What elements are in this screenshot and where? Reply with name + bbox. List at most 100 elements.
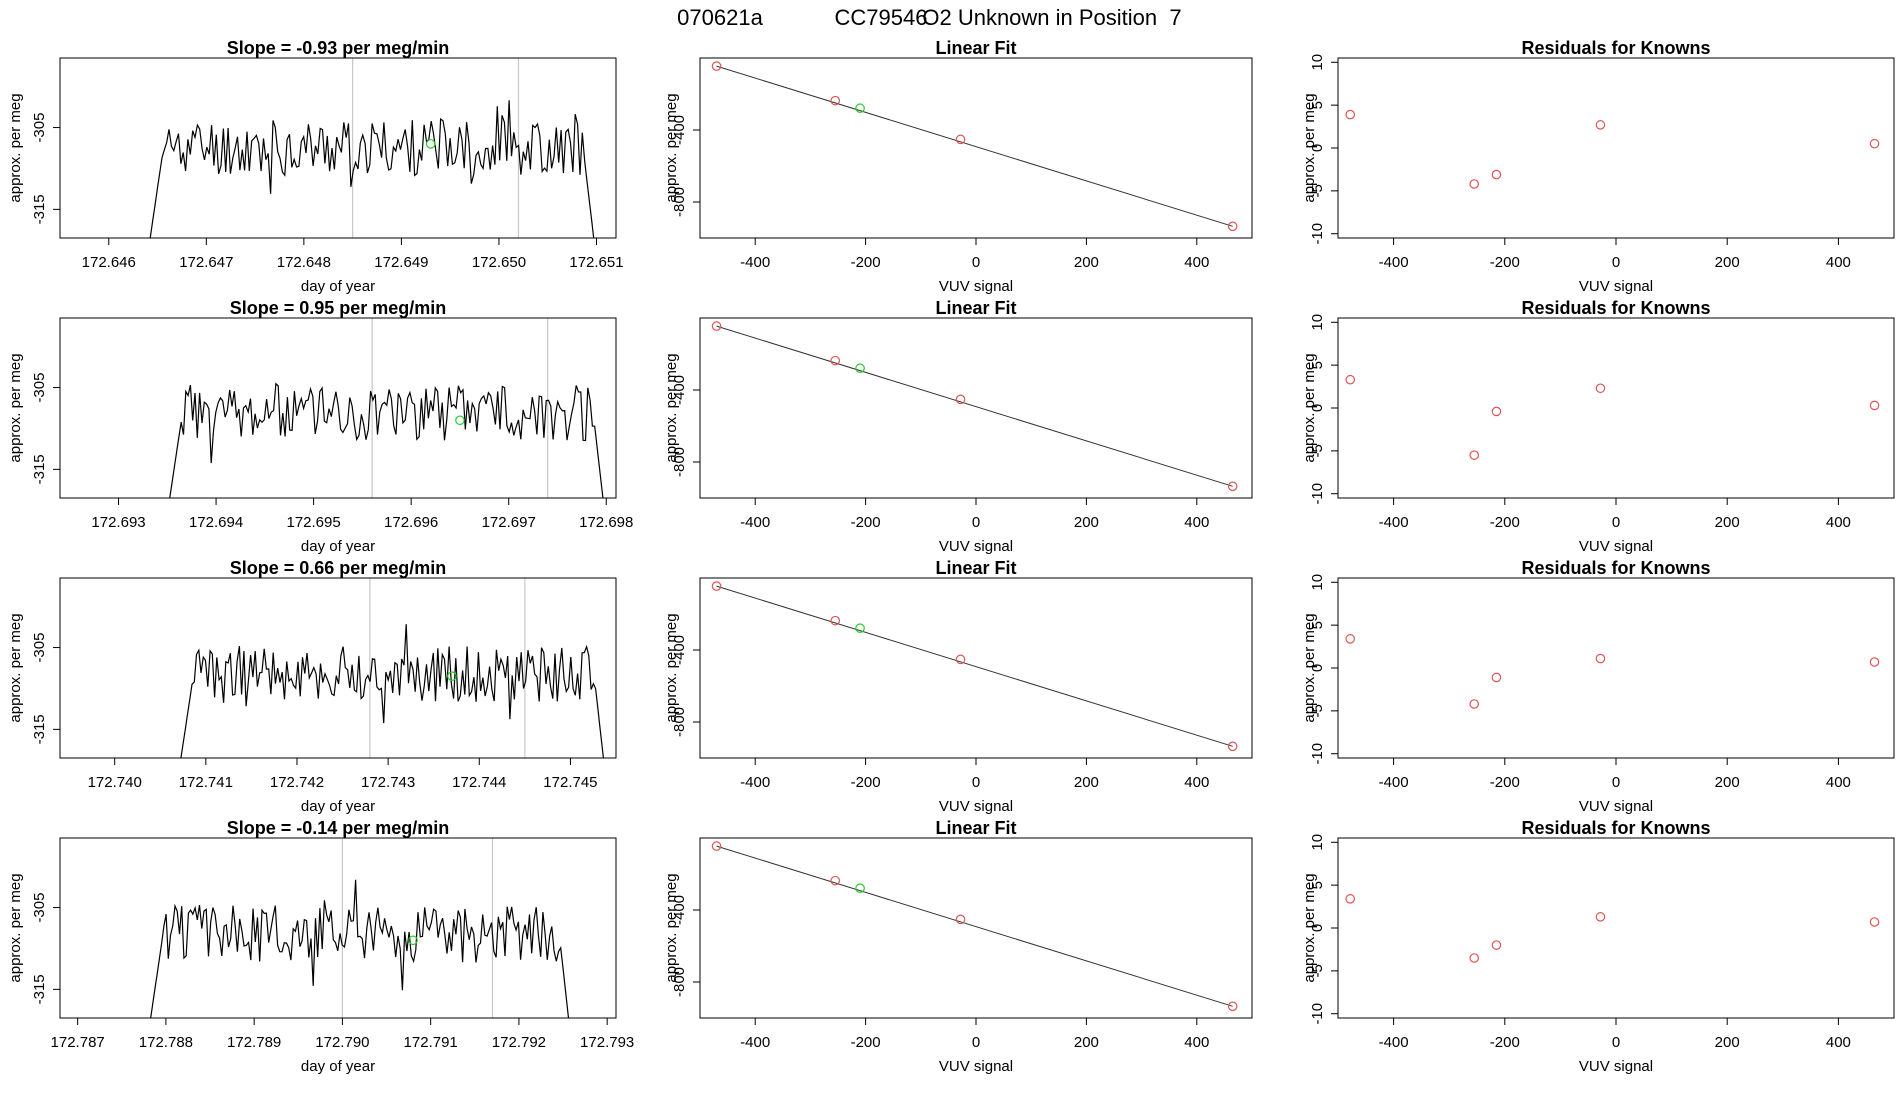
known-point xyxy=(955,134,966,145)
x-tick-label: 172.648 xyxy=(277,254,331,271)
x-tick-label: 400 xyxy=(1184,1034,1209,1051)
x-axis-label: day of year xyxy=(301,538,375,555)
x-tick-label: 200 xyxy=(1074,514,1099,531)
known-point xyxy=(1345,634,1356,644)
y-tick-label: 10 xyxy=(1309,314,1326,331)
x-tick-label: -200 xyxy=(851,1034,881,1051)
run-label: 070621a xyxy=(677,5,763,30)
y-axis-label: approx. per meg xyxy=(7,613,24,722)
known-point xyxy=(1869,917,1880,927)
x-tick-label: 0 xyxy=(1612,254,1620,271)
y-axis-label: approx. per meg xyxy=(663,353,680,462)
x-tick-label: 0 xyxy=(972,1034,980,1051)
y-axis-label: approx. per meg xyxy=(1301,873,1318,982)
plot-frame xyxy=(699,837,1253,1019)
y-tick-label: -400 xyxy=(671,115,688,145)
y-tick-label: 0 xyxy=(1309,664,1326,672)
x-tick-label: 172.693 xyxy=(91,514,145,531)
x-tick-label: -400 xyxy=(1379,254,1409,271)
x-tick-label: 0 xyxy=(972,514,980,531)
x-tick-label: 0 xyxy=(1612,774,1620,791)
known-point xyxy=(830,95,841,106)
y-tick-label: -800 xyxy=(671,967,688,997)
x-tick-label: 200 xyxy=(1074,774,1099,791)
x-tick-label: -200 xyxy=(851,774,881,791)
x-tick-label: 0 xyxy=(972,254,980,271)
known-point xyxy=(1869,657,1880,667)
x-tick-label: 0 xyxy=(972,774,980,791)
panel-timeseries-row3: Slope = 0.66 per meg/min day of year appro… xyxy=(7,558,617,815)
plot-title: Slope = 0.66 per meg/min xyxy=(230,558,447,578)
x-tick-label: 400 xyxy=(1826,774,1851,791)
x-tick-label: 400 xyxy=(1826,514,1851,531)
x-tick-label: 0 xyxy=(1612,514,1620,531)
plot-title: Slope = -0.14 per meg/min xyxy=(227,818,450,838)
x-tick-label: -400 xyxy=(1379,774,1409,791)
panel-timeseries-row1: Slope = -0.93 per meg/min day of year appr… xyxy=(7,38,624,295)
x-tick-label: -400 xyxy=(740,514,770,531)
plot-title: Residuals for Knowns xyxy=(1521,298,1710,318)
plot-title: Residuals for Knowns xyxy=(1521,558,1710,578)
plot-title: Linear Fit xyxy=(935,38,1016,58)
panel-residuals-row1: Residuals for Knowns VUV signal approx. pe… xyxy=(1301,38,1895,295)
plot-frame xyxy=(59,837,617,1019)
x-tick-label: -200 xyxy=(1490,774,1520,791)
known-point xyxy=(1345,109,1356,120)
known-point xyxy=(711,321,722,331)
plot-frame xyxy=(1337,837,1895,1019)
known-point xyxy=(955,654,966,665)
y-axis-label: approx. per meg xyxy=(1301,353,1318,462)
known-point xyxy=(1595,653,1606,664)
known-point xyxy=(1227,1001,1238,1012)
x-tick-label: 172.651 xyxy=(569,254,623,271)
y-axis-label: approx. per meg xyxy=(7,873,24,982)
plot-title: Residuals for Knowns xyxy=(1521,818,1710,838)
known-point xyxy=(1469,179,1480,189)
x-tick-label: 200 xyxy=(1715,254,1740,271)
known-point xyxy=(1491,406,1502,417)
known-point xyxy=(1227,741,1238,752)
plot-area xyxy=(180,578,604,758)
y-tick-label: -315 xyxy=(31,714,48,744)
fit-line xyxy=(716,585,1233,747)
known-point xyxy=(830,615,841,626)
per-meg-trace xyxy=(150,879,570,1018)
plot-frame xyxy=(59,57,617,239)
x-tick-label: -400 xyxy=(1379,1034,1409,1051)
known-point xyxy=(1869,138,1880,149)
x-tick-label: 400 xyxy=(1826,1034,1851,1051)
y-tick-label: -10 xyxy=(1309,483,1326,505)
unknown-point xyxy=(425,139,436,149)
x-axis-label: VUV signal xyxy=(939,278,1013,295)
y-tick-label: -400 xyxy=(671,895,688,925)
known-point xyxy=(1345,894,1356,904)
y-tick-label: -315 xyxy=(31,454,48,484)
x-tick-label: -200 xyxy=(1490,254,1520,271)
plot-area xyxy=(711,581,1238,752)
y-tick-label: 5 xyxy=(1309,881,1326,889)
known-point xyxy=(1491,672,1502,683)
unknown-point xyxy=(408,935,418,946)
unknown-point xyxy=(855,363,865,374)
plot-area xyxy=(169,318,604,498)
plot-frame xyxy=(699,57,1253,239)
x-tick-label: 172.740 xyxy=(88,774,142,791)
x-axis-label: VUV signal xyxy=(1579,798,1653,815)
x-tick-label: -400 xyxy=(1379,514,1409,531)
panel-residuals-row2: Residuals for Knowns VUV signal approx. pe… xyxy=(1301,298,1895,555)
x-tick-label: 172.787 xyxy=(51,1034,105,1051)
plot-area xyxy=(1345,894,1880,963)
plot-area xyxy=(1345,374,1880,460)
y-tick-label: 5 xyxy=(1309,621,1326,629)
x-axis-label: day of year xyxy=(301,1058,375,1075)
plot-title: Residuals for Knowns xyxy=(1521,38,1710,58)
plot-title: Linear Fit xyxy=(935,298,1016,318)
y-axis-label: approx. per meg xyxy=(663,93,680,202)
panel-timeseries-row4: Slope = -0.14 per meg/min day of year appr… xyxy=(7,818,634,1075)
known-point xyxy=(1595,383,1606,394)
plot-frame xyxy=(699,577,1253,759)
x-tick-label: 172.791 xyxy=(404,1034,458,1051)
y-tick-label: -305 xyxy=(31,113,48,143)
